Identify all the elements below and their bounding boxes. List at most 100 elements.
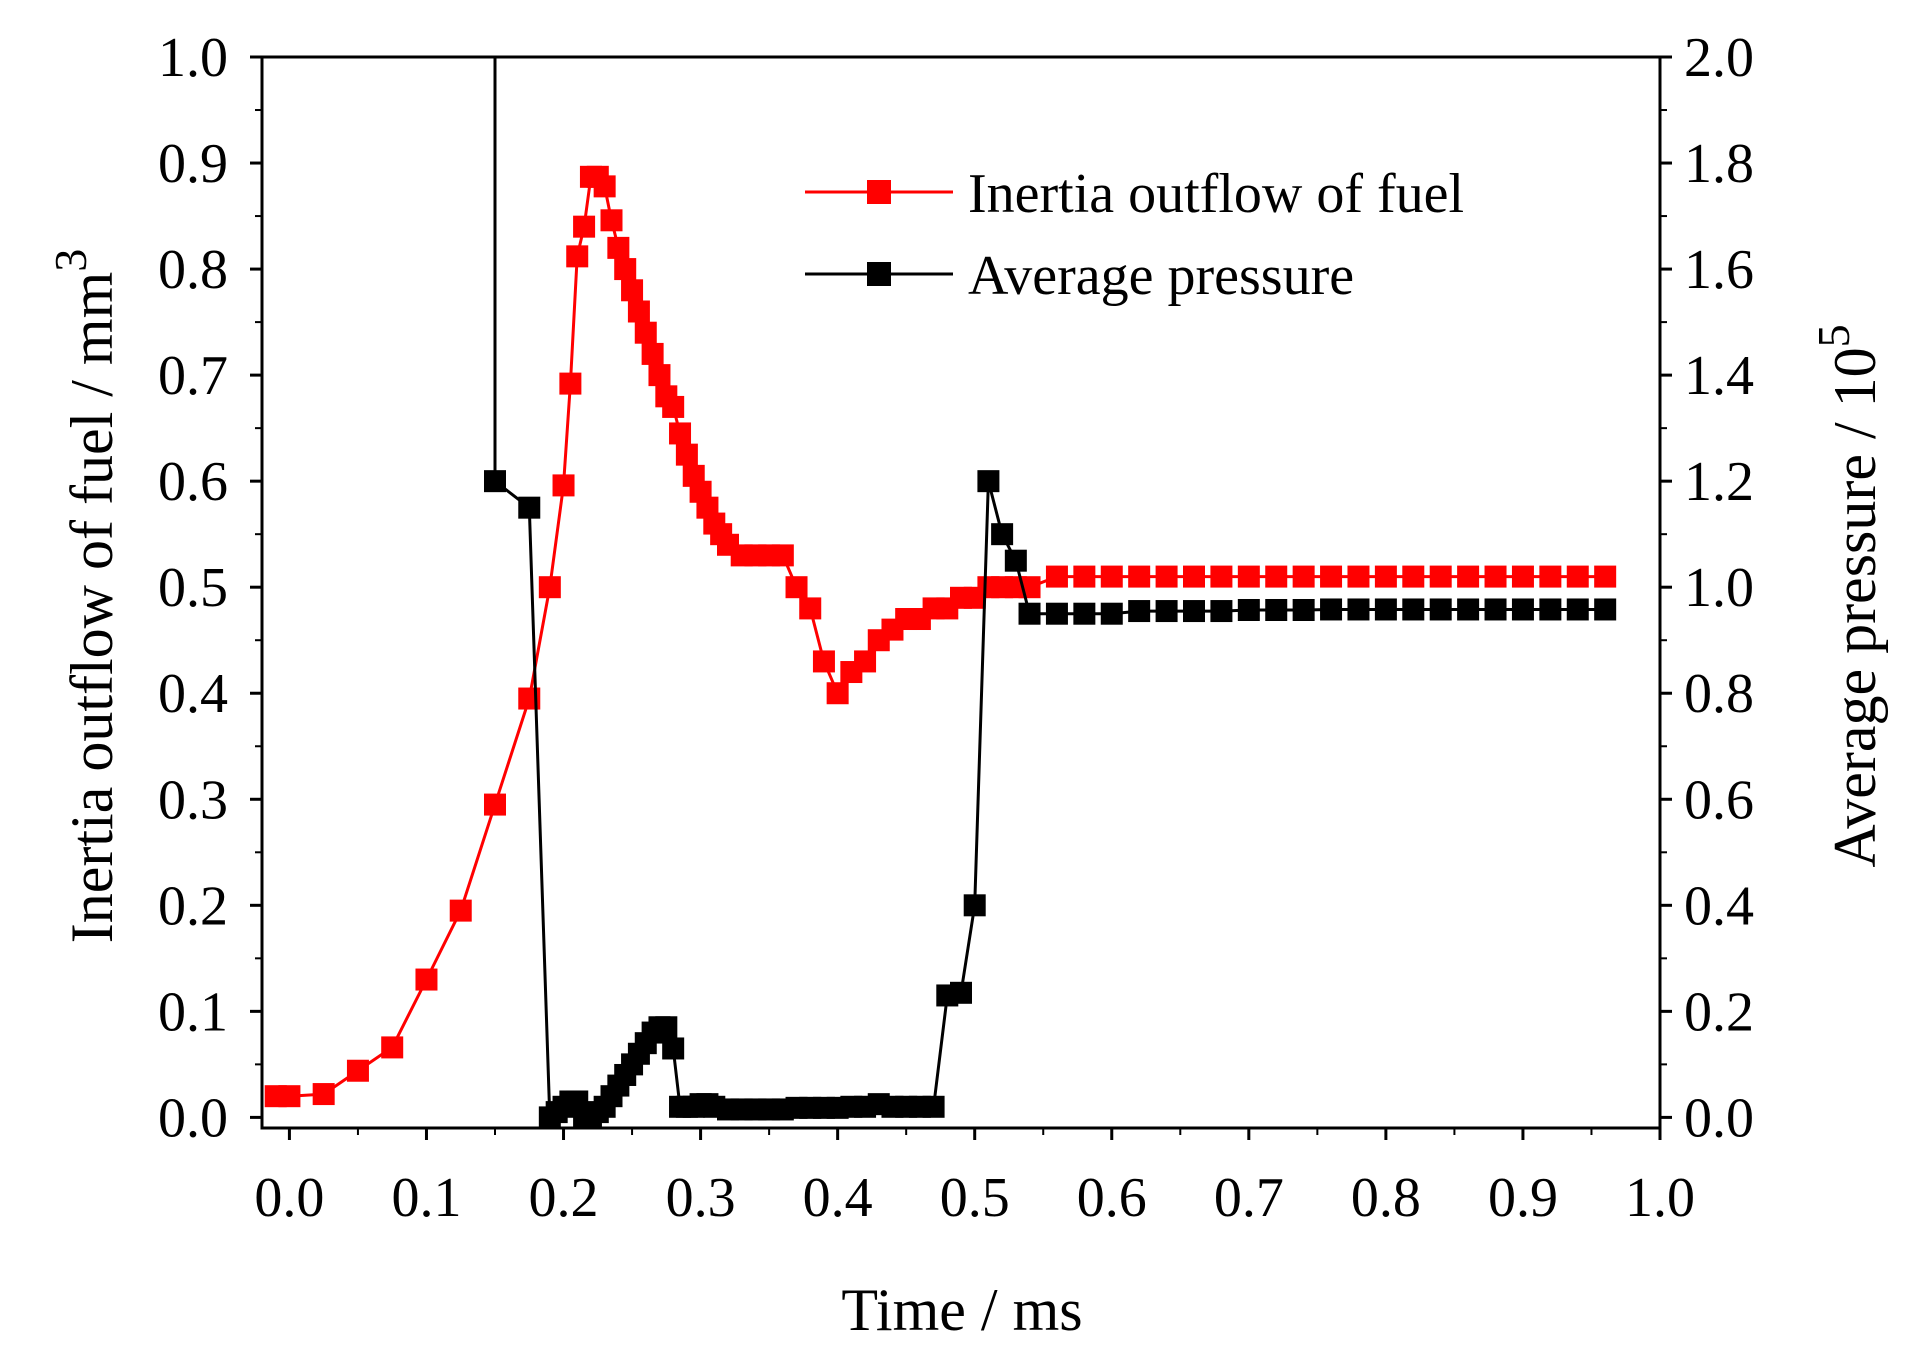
right-y-axis: 0.0 0.2 0.4 0.6 0.8 1.0 1.2 1.4 1.6 1.8 2.0: [1660, 27, 1754, 1149]
point-fuel-44: [854, 650, 877, 673]
series-layer: [264, 57, 1617, 1129]
point-pressure-70: [1594, 598, 1617, 621]
legend-marker-fuel: [867, 180, 891, 204]
point-fuel-71: [1429, 565, 1452, 588]
point-fuel-6: [449, 899, 472, 922]
y-right-tick-label-8: 1.6: [1684, 239, 1754, 301]
y-right-tick-label-10: 2.0: [1684, 27, 1754, 89]
point-pressure-69: [1566, 598, 1589, 621]
point-pressure-68: [1539, 598, 1562, 621]
x-tick-label-7: 0.7: [1214, 1167, 1284, 1229]
point-fuel-77: [1594, 565, 1617, 588]
point-fuel-28: [675, 443, 698, 466]
point-pressure-0: [484, 470, 506, 493]
legend-item-fuel: Inertia outflow of fuel: [805, 163, 1464, 225]
x-tick-label-5: 0.5: [940, 1167, 1010, 1229]
point-fuel-38: [771, 544, 794, 567]
x-tick-label-6: 0.6: [1077, 1167, 1147, 1229]
point-pressure-42: [922, 1095, 945, 1118]
right-y-axis-title: Average pressure / 105: [1808, 324, 1888, 867]
point-fuel-69: [1374, 565, 1397, 588]
left-y-axis: 0.0 0.1 0.2 0.3 0.4 0.5 0.6 0.7 0.8 0.9 1.0: [158, 27, 262, 1149]
point-fuel-64: [1237, 565, 1260, 588]
y-right-tick-label-2: 0.4: [1684, 875, 1754, 937]
point-fuel-17: [600, 209, 623, 232]
point-pressure-51: [1073, 602, 1096, 625]
point-fuel-16: [593, 175, 616, 198]
point-fuel-20: [621, 279, 644, 302]
y-right-tick-label-4: 0.8: [1684, 663, 1754, 725]
point-pressure-67: [1511, 598, 1534, 621]
y-right-tick-label-9: 1.8: [1684, 133, 1754, 195]
point-fuel-74: [1511, 565, 1534, 588]
x-tick-label-10: 1.0: [1625, 1167, 1695, 1229]
point-fuel-68: [1347, 565, 1370, 588]
point-fuel-40: [799, 597, 822, 620]
point-pressure-66: [1484, 598, 1507, 621]
point-fuel-11: [559, 372, 582, 395]
plot-frame: [260, 55, 1662, 1130]
point-pressure-64: [1429, 598, 1452, 621]
point-fuel-23: [641, 342, 664, 365]
y-right-tick-label-1: 0.2: [1684, 981, 1754, 1043]
y-left-tick-label-8: 0.8: [158, 239, 228, 301]
y-left-tick-label-0: 0.0: [158, 1087, 228, 1149]
point-pressure-60: [1320, 598, 1343, 621]
point-fuel-26: [662, 395, 685, 418]
point-pressure-44: [950, 981, 972, 1004]
point-fuel-63: [1210, 565, 1233, 588]
point-pressure-62: [1374, 598, 1397, 621]
point-fuel-3: [346, 1059, 369, 1082]
series-pressure: [484, 57, 1617, 1129]
point-fuel-67: [1320, 565, 1343, 588]
y-left-tick-label-9: 0.9: [158, 133, 228, 195]
point-fuel-70: [1402, 565, 1425, 588]
point-pressure-65: [1457, 598, 1480, 621]
point-fuel-1: [278, 1085, 301, 1108]
x-tick-label-3: 0.3: [666, 1167, 736, 1229]
legend-item-pressure: Average pressure: [805, 245, 1354, 307]
point-pressure-45: [963, 894, 986, 917]
point-fuel-61: [1155, 565, 1178, 588]
series-line-fuel: [275, 175, 1606, 1098]
y-left-tick-label-4: 0.4: [158, 663, 228, 725]
point-fuel-10: [552, 474, 575, 497]
point-fuel-65: [1265, 565, 1288, 588]
point-pressure-57: [1237, 598, 1260, 621]
y-left-tick-label-1: 0.1: [158, 981, 228, 1043]
point-pressure-20: [662, 1037, 685, 1060]
y-right-tick-label-7: 1.4: [1684, 345, 1754, 407]
y-left-tick-label-3: 0.3: [158, 769, 228, 831]
point-fuel-2: [312, 1083, 335, 1106]
y-left-tick-label-5: 0.5: [158, 557, 228, 619]
left-y-axis-title: Inertia outflow of fuel / mm3: [45, 249, 125, 943]
legend: Inertia outflow of fuel Average pressure: [805, 163, 1464, 307]
point-pressure-63: [1402, 598, 1425, 621]
point-fuel-42: [826, 682, 849, 705]
point-fuel-5: [415, 968, 438, 991]
point-pressure-50: [1045, 602, 1068, 625]
left-y-axis-title-text: Inertia outflow of fuel / mm: [59, 272, 125, 943]
y-right-tick-label-0: 0.0: [1684, 1087, 1754, 1149]
x-tick-label-1: 0.1: [391, 1167, 461, 1229]
point-fuel-72: [1457, 565, 1480, 588]
point-pressure-54: [1155, 600, 1178, 623]
point-fuel-66: [1292, 565, 1315, 588]
point-pressure-46: [977, 470, 1000, 493]
point-fuel-76: [1566, 565, 1589, 588]
x-tick-label-0: 0.0: [254, 1167, 324, 1229]
series-fuel: [264, 165, 1617, 1108]
point-fuel-21: [627, 300, 650, 323]
x-tick-label-9: 0.9: [1488, 1167, 1558, 1229]
x-tick-label-2: 0.2: [529, 1167, 599, 1229]
legend-label-fuel: Inertia outflow of fuel: [968, 163, 1464, 225]
point-fuel-24: [648, 364, 671, 387]
point-pressure-49: [1018, 602, 1041, 625]
point-fuel-4: [381, 1036, 404, 1059]
point-pressure-61: [1347, 598, 1370, 621]
point-fuel-18: [607, 236, 630, 259]
plot-border: [260, 55, 1662, 1130]
point-fuel-73: [1484, 565, 1507, 588]
point-fuel-41: [812, 650, 835, 673]
